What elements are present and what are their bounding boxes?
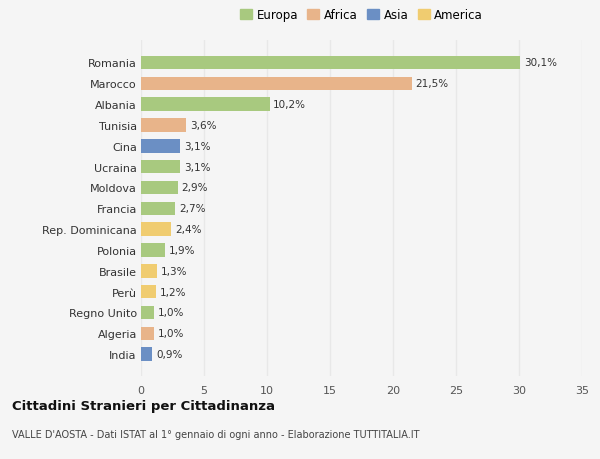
Bar xyxy=(141,264,157,278)
Text: 3,6%: 3,6% xyxy=(190,121,217,131)
Bar xyxy=(141,244,165,257)
Bar xyxy=(141,56,520,70)
Text: Cittadini Stranieri per Cittadinanza: Cittadini Stranieri per Cittadinanza xyxy=(12,399,275,412)
Bar xyxy=(141,347,152,361)
Bar xyxy=(141,223,171,236)
Text: 1,0%: 1,0% xyxy=(157,308,184,318)
Text: 10,2%: 10,2% xyxy=(273,100,306,110)
Bar xyxy=(141,140,180,153)
Bar xyxy=(141,306,154,319)
Text: 21,5%: 21,5% xyxy=(416,79,449,89)
Text: 1,0%: 1,0% xyxy=(157,329,184,339)
Text: 2,7%: 2,7% xyxy=(179,204,205,214)
Text: 30,1%: 30,1% xyxy=(524,58,557,68)
Bar xyxy=(141,181,178,195)
Legend: Europa, Africa, Asia, America: Europa, Africa, Asia, America xyxy=(238,7,485,25)
Text: 0,9%: 0,9% xyxy=(156,349,182,359)
Text: 3,1%: 3,1% xyxy=(184,162,211,172)
Bar xyxy=(141,327,154,341)
Bar xyxy=(141,202,175,216)
Text: VALLE D'AOSTA - Dati ISTAT al 1° gennaio di ogni anno - Elaborazione TUTTITALIA.: VALLE D'AOSTA - Dati ISTAT al 1° gennaio… xyxy=(12,429,419,439)
Text: 2,4%: 2,4% xyxy=(175,224,202,235)
Text: 3,1%: 3,1% xyxy=(184,141,211,151)
Bar xyxy=(141,285,156,299)
Bar xyxy=(141,98,269,112)
Bar xyxy=(141,119,187,133)
Text: 1,2%: 1,2% xyxy=(160,287,187,297)
Text: 1,9%: 1,9% xyxy=(169,246,195,255)
Text: 1,3%: 1,3% xyxy=(161,266,188,276)
Bar xyxy=(141,77,412,91)
Text: 2,9%: 2,9% xyxy=(181,183,208,193)
Bar xyxy=(141,161,180,174)
